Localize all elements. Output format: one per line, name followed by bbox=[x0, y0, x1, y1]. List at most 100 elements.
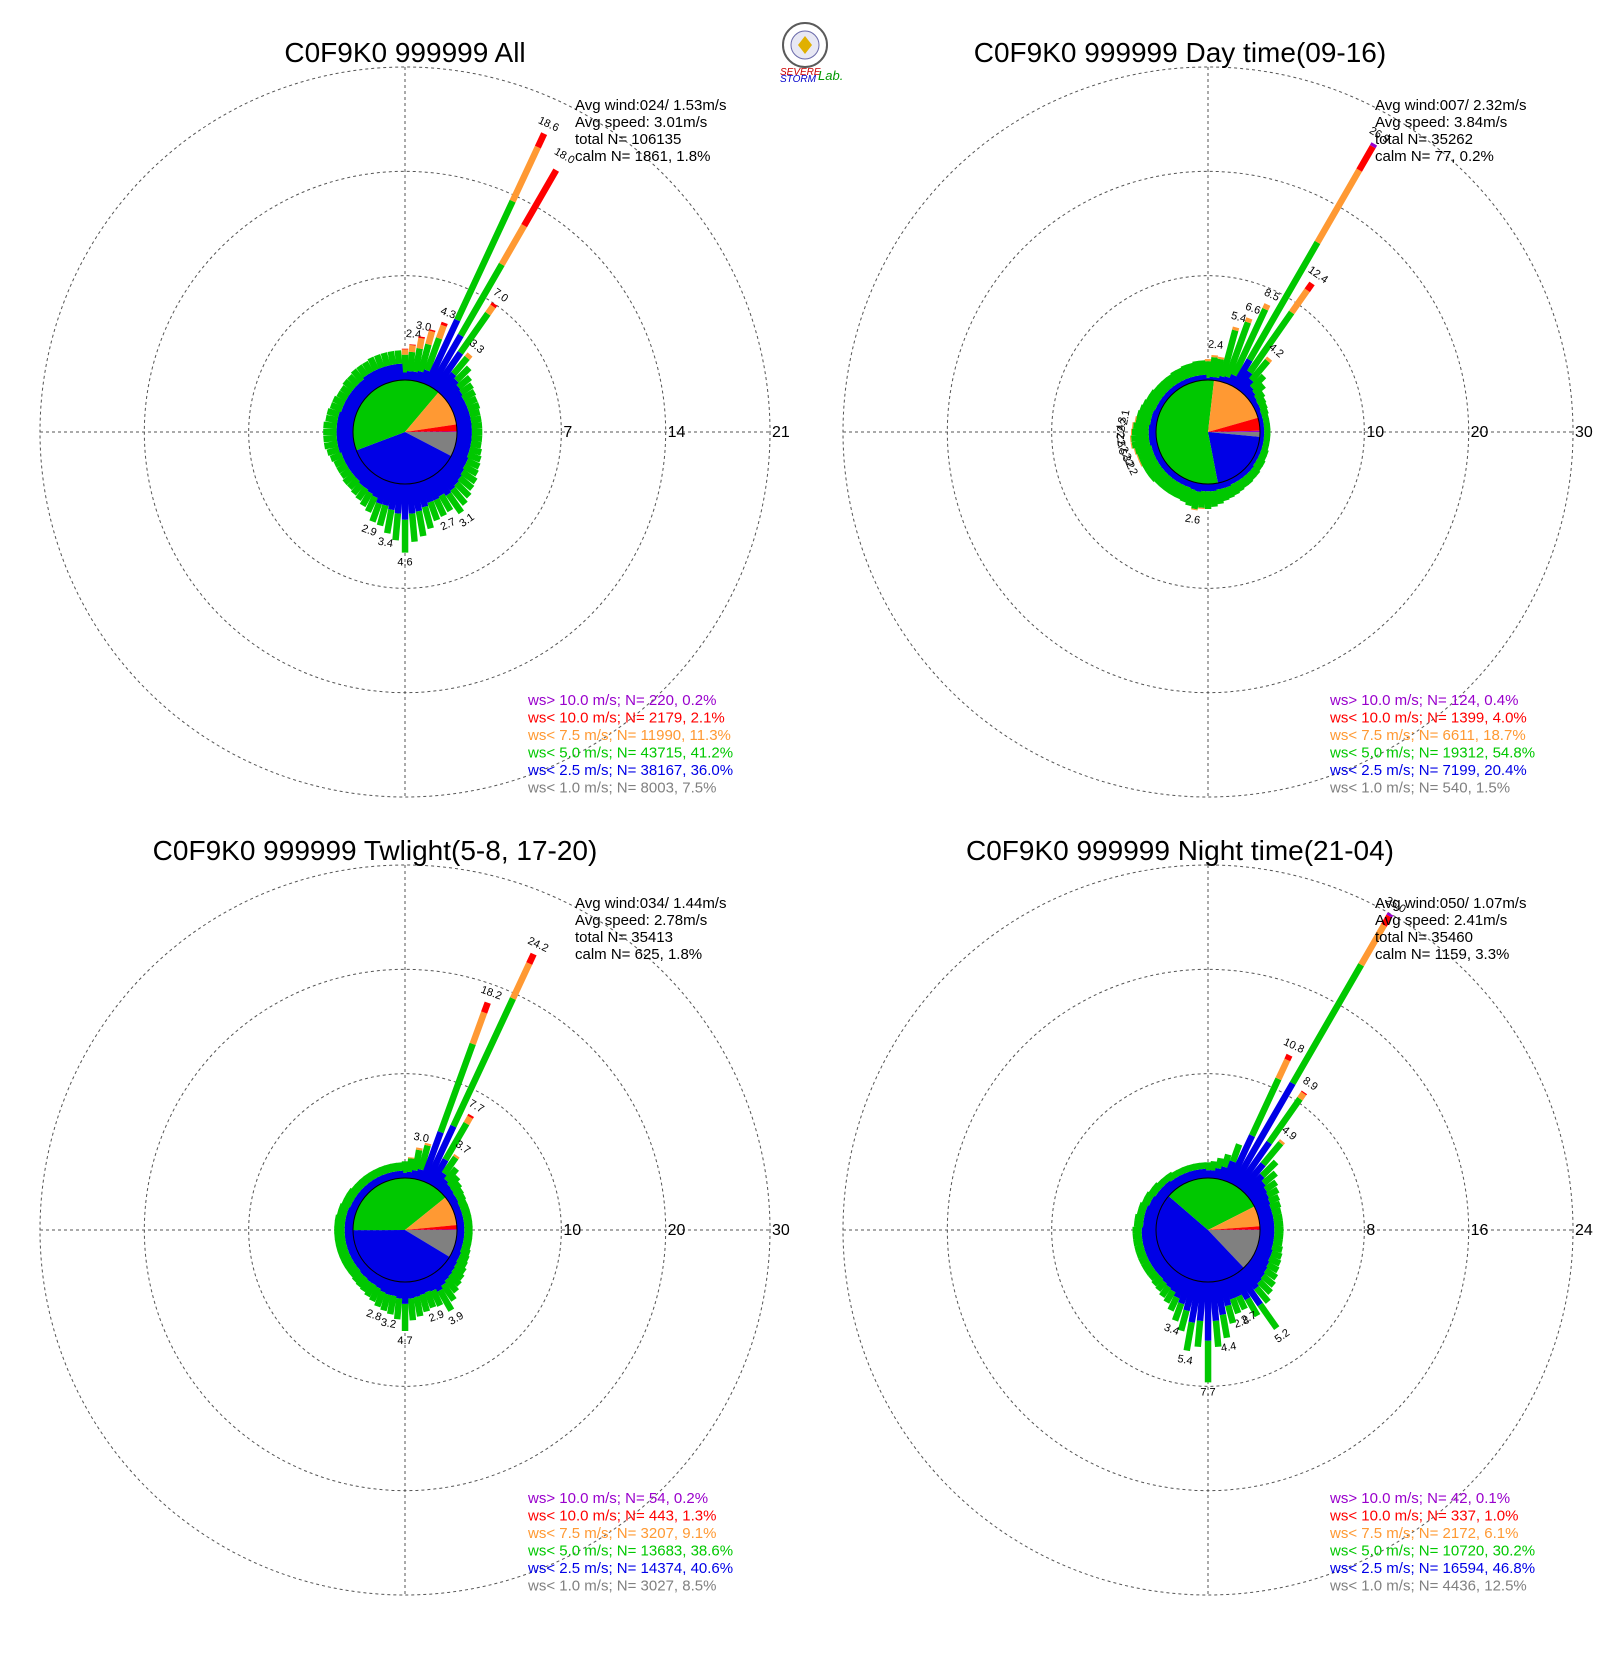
bar-value-label: 2.4 bbox=[405, 328, 421, 341]
legend-entry: ws> 10.0 m/s; N= 124, 0.4% bbox=[1329, 692, 1518, 709]
bar-segment bbox=[1278, 1139, 1285, 1146]
ring-24 bbox=[842, 864, 1574, 1596]
bar-segment bbox=[401, 1282, 409, 1304]
bar-segment bbox=[445, 1192, 457, 1203]
bar-segment bbox=[339, 385, 353, 397]
bar-segment bbox=[1183, 1321, 1195, 1352]
bar-segment bbox=[1188, 1280, 1203, 1323]
bar-segment bbox=[1170, 370, 1183, 385]
bar-segment bbox=[1224, 321, 1251, 379]
bar-segment bbox=[1136, 454, 1140, 461]
bar-value-label: 2.5 bbox=[1114, 439, 1128, 456]
bar-segment bbox=[453, 1153, 460, 1160]
bar-segment bbox=[1168, 480, 1182, 497]
ring-label: 10 bbox=[1366, 424, 1384, 441]
bar-segment bbox=[339, 467, 353, 479]
bar-segment bbox=[1170, 1273, 1185, 1293]
bar-segment bbox=[416, 337, 425, 350]
pie-slice bbox=[405, 432, 457, 456]
bar-segment bbox=[466, 402, 481, 413]
ring-10 bbox=[248, 1073, 562, 1387]
legend-entry: ws> 10.0 m/s; N= 54, 0.2% bbox=[527, 1490, 708, 1507]
bar-segment bbox=[1263, 1267, 1279, 1281]
bar-segment bbox=[1204, 491, 1212, 509]
bar-segment bbox=[1242, 473, 1254, 486]
panel-title: C0F9K0 999999 All bbox=[284, 37, 525, 68]
bar-segment bbox=[1267, 1194, 1281, 1205]
stat-line: calm N= 625, 1.8% bbox=[575, 946, 702, 963]
bar-segment bbox=[367, 356, 379, 372]
bar-segment bbox=[1249, 466, 1261, 477]
bar-segment bbox=[442, 1260, 455, 1273]
bar-segment bbox=[1146, 394, 1161, 407]
bar-segment bbox=[1252, 382, 1266, 396]
bar-segment bbox=[392, 513, 402, 541]
bar-value-label: 3.0 bbox=[415, 320, 432, 334]
bar-segment bbox=[1244, 317, 1253, 324]
legend-entry: ws> 10.0 m/s; N= 42, 0.1% bbox=[1329, 1490, 1510, 1507]
bar-segment bbox=[453, 1262, 467, 1275]
bar-segment bbox=[444, 1277, 459, 1294]
bar-segment bbox=[1263, 423, 1271, 431]
bar-segment bbox=[1163, 477, 1178, 494]
bar-segment bbox=[454, 481, 472, 499]
bar-segment bbox=[1165, 1180, 1178, 1193]
bar-segment bbox=[450, 997, 516, 1128]
bar-segment bbox=[1225, 1304, 1237, 1324]
bar-segment bbox=[1177, 1309, 1190, 1332]
bar-segment bbox=[1138, 1255, 1150, 1265]
bar-segment bbox=[408, 1157, 415, 1159]
bar-segment bbox=[442, 384, 461, 402]
bar-segment bbox=[1142, 458, 1160, 472]
bar-segment bbox=[450, 451, 469, 464]
bar-segment bbox=[1231, 1081, 1296, 1187]
bar-segment bbox=[1174, 483, 1187, 500]
bar-segment bbox=[323, 421, 338, 430]
bar-value-label: 3.0 bbox=[413, 1131, 430, 1145]
bar-segment bbox=[439, 1264, 453, 1278]
bar-segment bbox=[1138, 460, 1143, 467]
legend-entry: ws< 10.0 m/s; N= 337, 1.0% bbox=[1329, 1508, 1518, 1525]
bar-segment bbox=[401, 1161, 409, 1173]
bar-segment bbox=[1209, 490, 1218, 507]
ring-20 bbox=[143, 968, 667, 1492]
bar-segment bbox=[1231, 307, 1269, 377]
pie-outline bbox=[1155, 379, 1261, 485]
ring-label: 14 bbox=[668, 424, 686, 441]
bar-segment bbox=[458, 262, 505, 337]
bar-segment bbox=[1257, 1240, 1273, 1251]
bar-value-label: 2.9 bbox=[427, 1308, 445, 1325]
bar-segment bbox=[339, 1252, 352, 1263]
bar-segment bbox=[435, 1178, 449, 1193]
bar-segment bbox=[451, 355, 470, 376]
bar-segment bbox=[1132, 428, 1149, 436]
bar-segment bbox=[351, 1271, 364, 1284]
bar-value-label: 7.0 bbox=[491, 286, 510, 305]
bar-segment bbox=[395, 1162, 404, 1172]
bar-segment bbox=[1179, 1173, 1189, 1185]
bar-segment bbox=[1154, 470, 1170, 486]
bar-value-label: 10.8 bbox=[1281, 1036, 1305, 1056]
legend-entry: ws> 10.0 m/s; N= 220, 0.2% bbox=[527, 692, 716, 709]
stat-line: Avg wind:050/ 1.07m/s bbox=[1375, 895, 1526, 912]
bar-segment bbox=[509, 145, 541, 203]
bar-segment bbox=[471, 422, 483, 430]
bar-segment bbox=[1180, 364, 1192, 380]
bar-segment bbox=[350, 368, 365, 383]
windrose-panel-3: 10 20 303.018.224.27.73.73.92.94.73.22.8C0… bbox=[39, 835, 790, 1596]
bar-segment bbox=[1163, 1289, 1176, 1304]
bar-segment bbox=[428, 329, 436, 333]
bar-segment bbox=[461, 389, 477, 402]
bar-segment bbox=[1242, 1173, 1265, 1196]
bar-segment bbox=[355, 1274, 368, 1288]
pie-outline bbox=[352, 379, 458, 485]
bar-segment bbox=[1175, 367, 1187, 382]
bar-segment bbox=[359, 1279, 372, 1293]
bar-segment bbox=[1301, 1090, 1308, 1096]
windrose-panel-1: 7 14 212.43.04.318.618.07.03.33.12.74.63.4… bbox=[39, 37, 790, 798]
bar-segment bbox=[481, 1001, 491, 1014]
bar-segment bbox=[363, 472, 378, 490]
bar-segment bbox=[1267, 1255, 1282, 1267]
bar-segment bbox=[1245, 1260, 1265, 1279]
bar-segment bbox=[359, 1264, 371, 1276]
